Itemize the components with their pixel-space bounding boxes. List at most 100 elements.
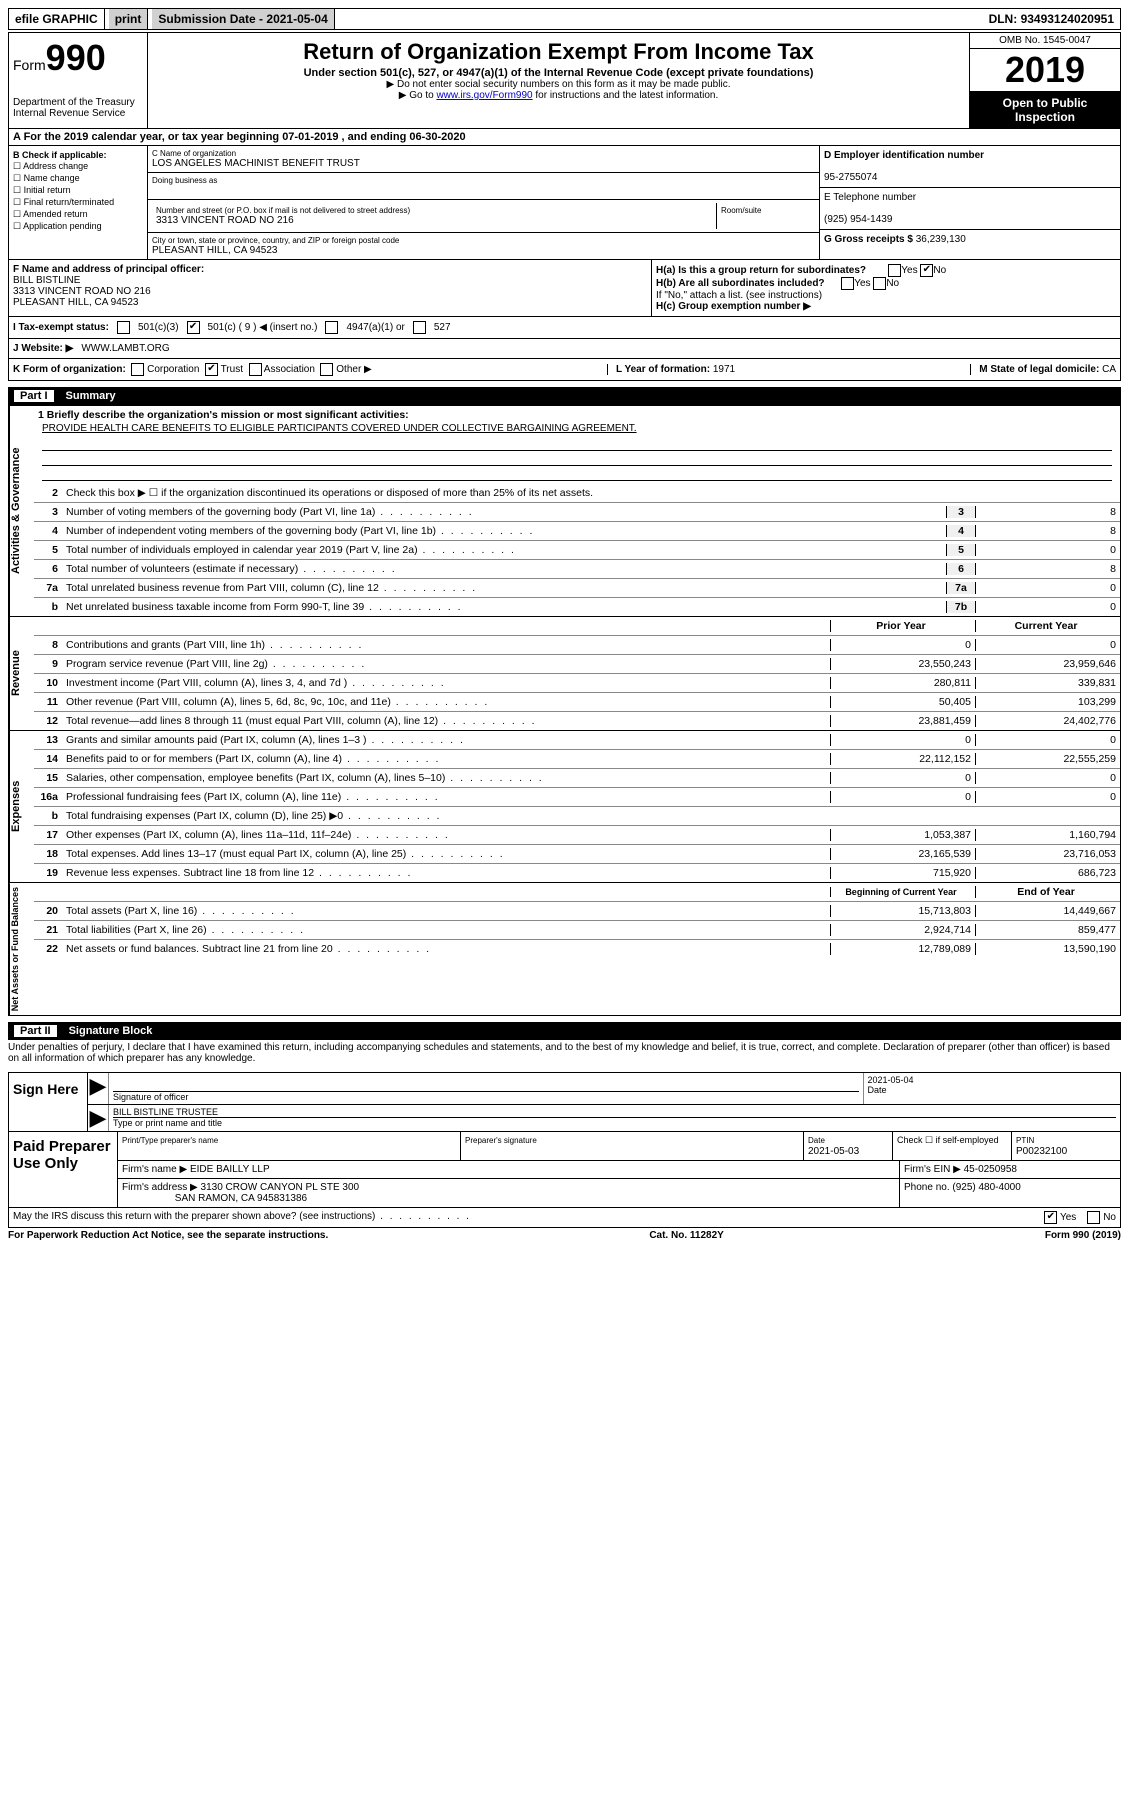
chk-other[interactable] [320, 363, 333, 376]
dept-treasury: Department of the Treasury Internal Reve… [13, 97, 143, 119]
firm-ein: 45-0250958 [964, 1164, 1017, 1175]
chk-application-pending[interactable]: ☐ Application pending [13, 221, 143, 232]
col-c-org: C Name of organization LOS ANGELES MACHI… [148, 146, 819, 259]
begin-year-header: Beginning of Current Year [830, 887, 975, 897]
summary-line: 14 Benefits paid to or for members (Part… [34, 750, 1120, 769]
netassets-block: Net Assets or Fund Balances Beginning of… [8, 883, 1121, 1016]
street: 3313 VINCENT ROAD NO 216 [156, 215, 712, 226]
gross-label: G Gross receipts $ [824, 234, 916, 245]
expenses-block: Expenses 13 Grants and similar amounts p… [8, 731, 1121, 883]
summary-line: 22 Net assets or fund balances. Subtract… [34, 940, 1120, 958]
summary-line: 9 Program service revenue (Part VIII, li… [34, 655, 1120, 674]
side-revenue: Revenue [9, 617, 34, 730]
ha-yes[interactable] [888, 264, 901, 277]
hc-label: H(c) Group exemption number ▶ [656, 301, 811, 312]
form-label: Form [13, 57, 46, 73]
footer-mid: Cat. No. 11282Y [649, 1230, 723, 1241]
sig-officer-label: Signature of officer [113, 1092, 188, 1102]
irs-link[interactable]: www.irs.gov/Form990 [436, 90, 532, 101]
summary-line: 7a Total unrelated business revenue from… [34, 579, 1120, 598]
hb-no[interactable] [873, 277, 886, 290]
tax-exempt-row: I Tax-exempt status: 501(c)(3) ✔ 501(c) … [8, 317, 1121, 339]
chk-name-change[interactable]: ☐ Name change [13, 173, 143, 184]
tax-year: 2019 [970, 49, 1120, 92]
prep-date: 2021-05-03 [808, 1146, 859, 1157]
chk-527[interactable] [413, 321, 426, 334]
part1-header: Part I Summary [8, 387, 1121, 405]
footer-right: Form 990 (2019) [1045, 1230, 1121, 1241]
header-sub2: ▶ Do not enter social security numbers o… [152, 79, 965, 90]
ein: 95-2755074 [824, 172, 877, 183]
hb-yes[interactable] [841, 277, 854, 290]
signer-name-label: Type or print name and title [113, 1118, 222, 1128]
fgh-row: F Name and address of principal officer:… [8, 260, 1121, 317]
chk-4947[interactable] [325, 321, 338, 334]
revenue-block: Revenue Prior Year Current Year 8 Contri… [8, 617, 1121, 731]
dba-label: Doing business as [152, 176, 815, 185]
part2-header: Part II Signature Block [8, 1022, 1121, 1040]
self-employed-check[interactable]: Check ☐ if self-employed [893, 1132, 1012, 1160]
hb-note: If "No," attach a list. (see instruction… [656, 290, 1116, 301]
firm-addr2: SAN RAMON, CA 945831386 [175, 1193, 307, 1204]
h-group: H(a) Is this a group return for subordin… [652, 260, 1120, 316]
gross-receipts: 36,239,130 [916, 234, 966, 245]
summary-line: 17 Other expenses (Part IX, column (A), … [34, 826, 1120, 845]
chk-final-return[interactable]: ☐ Final return/terminated [13, 197, 143, 208]
top-bar: efile GRAPHIC print Submission Date - 20… [8, 8, 1121, 30]
mission-text: PROVIDE HEALTH CARE BENEFITS TO ELIGIBLE… [38, 421, 1116, 436]
summary-line: 13 Grants and similar amounts paid (Part… [34, 731, 1120, 750]
firm-addr1: 3130 CROW CANYON PL STE 300 [201, 1182, 360, 1193]
submission-date: Submission Date - 2021-05-04 [152, 9, 334, 29]
chk-address-change[interactable]: ☐ Address change [13, 161, 143, 172]
end-year-header: End of Year [975, 886, 1120, 898]
discuss-row: May the IRS discuss this return with the… [8, 1208, 1121, 1228]
summary-line: b Total fundraising expenses (Part IX, c… [34, 807, 1120, 826]
chk-501c3[interactable] [117, 321, 130, 334]
discuss-text: May the IRS discuss this return with the… [13, 1211, 471, 1224]
summary-line: 5 Total number of individuals employed i… [34, 541, 1120, 560]
city-label: City or town, state or province, country… [152, 236, 815, 245]
prior-year-header: Prior Year [830, 620, 975, 632]
side-expenses: Expenses [9, 731, 34, 882]
org-name-label: C Name of organization [152, 149, 815, 158]
org-name: LOS ANGELES MACHINIST BENEFIT TRUST [152, 158, 815, 169]
summary-line: 8 Contributions and grants (Part VIII, l… [34, 636, 1120, 655]
website-row: J Website: ▶ WWW.LAMBT.ORG [8, 339, 1121, 359]
sign-date-label: Date [868, 1085, 887, 1095]
chk-trust[interactable]: ✔ [205, 363, 218, 376]
summary-line: 4 Number of independent voting members o… [34, 522, 1120, 541]
omb-number: OMB No. 1545-0047 [970, 33, 1120, 49]
chk-initial-return[interactable]: ☐ Initial return [13, 185, 143, 196]
chk-corp[interactable] [131, 363, 144, 376]
sig-arrow-icon-2: ▶ [88, 1105, 108, 1131]
form-number: 990 [46, 37, 106, 78]
print-button[interactable]: print [109, 9, 149, 29]
sign-here-label: Sign Here [9, 1073, 88, 1131]
discuss-no[interactable] [1087, 1211, 1100, 1224]
k-row: K Form of organization: Corporation ✔ Tr… [8, 359, 1121, 381]
chk-501c[interactable]: ✔ [187, 321, 200, 334]
sign-block: Sign Here ▶ Signature of officer 2021-05… [8, 1072, 1121, 1132]
firm-name: EIDE BAILLY LLP [190, 1164, 270, 1175]
footer-left: For Paperwork Reduction Act Notice, see … [8, 1230, 328, 1241]
f-officer: F Name and address of principal officer:… [9, 260, 652, 316]
dln: DLN: 93493124020951 [983, 9, 1120, 29]
form-title: Return of Organization Exempt From Incom… [152, 39, 965, 65]
summary-line: 6 Total number of volunteers (estimate i… [34, 560, 1120, 579]
discuss-yes[interactable]: ✔ [1044, 1211, 1057, 1224]
summary-line: 16a Professional fundraising fees (Part … [34, 788, 1120, 807]
sig-arrow-icon: ▶ [88, 1073, 108, 1104]
street-label: Number and street (or P.O. box if mail i… [156, 206, 712, 215]
chk-assoc[interactable] [249, 363, 262, 376]
summary-line: 15 Salaries, other compensation, employe… [34, 769, 1120, 788]
summary-line: 19 Revenue less expenses. Subtract line … [34, 864, 1120, 882]
line2: Check this box ▶ ☐ if the organization d… [62, 485, 1120, 501]
side-governance: Activities & Governance [9, 406, 34, 616]
footer: For Paperwork Reduction Act Notice, see … [8, 1228, 1121, 1241]
ha-no[interactable]: ✔ [920, 264, 933, 277]
chk-amended[interactable]: ☐ Amended return [13, 209, 143, 220]
phone: (925) 954-1439 [824, 214, 892, 225]
side-netassets: Net Assets or Fund Balances [9, 883, 34, 1015]
efile-label: efile GRAPHIC [9, 9, 105, 29]
summary-line: 21 Total liabilities (Part X, line 26) 2… [34, 921, 1120, 940]
